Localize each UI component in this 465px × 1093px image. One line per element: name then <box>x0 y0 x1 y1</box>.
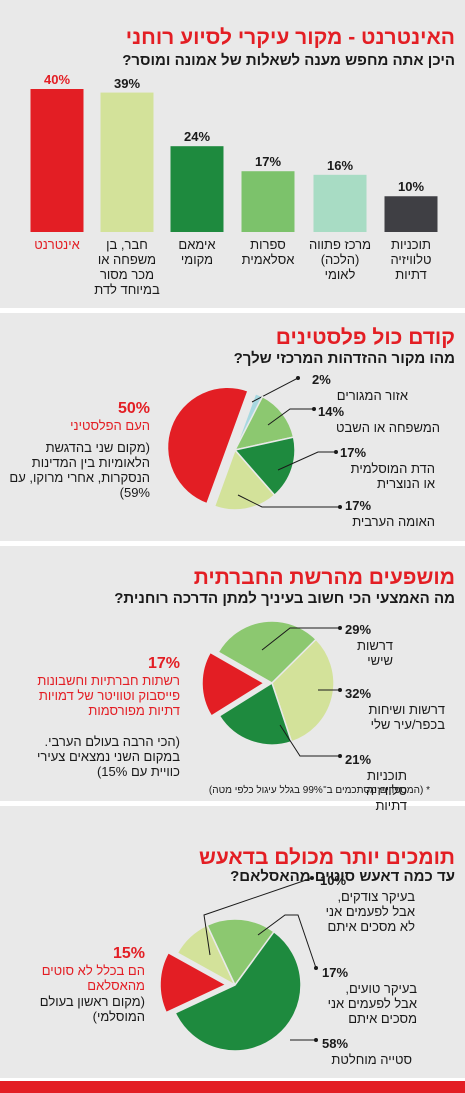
bar <box>30 89 84 232</box>
chart-title: תומכים יותר מכולם בדאעש <box>198 846 455 869</box>
chart-title: האינטרנט - מקור עיקרי לסיוע רוחני <box>125 26 455 49</box>
bar <box>384 196 438 232</box>
leader-line <box>257 914 317 969</box>
pie-slice <box>217 620 318 684</box>
category-label: בעיקר צודקים, אבל לפעמים אני לא מסכים אי… <box>325 889 415 934</box>
category-label: דרשות ושיחות בכפר/עיר שלי <box>368 702 445 732</box>
category-label: ספרות אסלאמית <box>241 237 295 267</box>
value-label: 24% <box>183 129 211 145</box>
category-label: אינטרנט <box>34 237 80 252</box>
leader-line <box>267 408 314 426</box>
value-label: 39% <box>113 75 141 91</box>
leader-dot <box>310 876 314 880</box>
category-label: בעיקר טועים, אבל לפעמים אני מסכים איתם <box>327 981 417 1026</box>
leader-dot <box>338 626 342 630</box>
leader-line <box>279 724 340 757</box>
leader-line <box>251 377 299 403</box>
value-label: 17% <box>322 965 349 980</box>
pie-slice <box>201 651 266 718</box>
chart-subtitle: עד כמה דאעש סוטים מהאסלאם? <box>230 868 455 885</box>
value-label: 10% <box>320 873 347 888</box>
category-label: דרשות שישי <box>357 638 393 668</box>
value-label: 40% <box>43 72 71 87</box>
note: (מקום ראשון בעולם המוסלמי) <box>39 994 145 1024</box>
leader-dot <box>334 450 338 454</box>
value-label: 16% <box>326 157 354 173</box>
chart-title: מושפעים מהרשת החברתית <box>193 566 455 589</box>
value-label: 2% <box>312 372 331 387</box>
leader-line <box>261 627 340 651</box>
bar <box>170 146 224 232</box>
value-label: 17% <box>340 445 367 460</box>
category-label: מרכז פתווה (הלכה) לאומי <box>308 237 372 282</box>
value-label: 17% <box>254 154 282 170</box>
pie-slice <box>159 951 228 1014</box>
pie-slice <box>174 930 302 1052</box>
leader-dot <box>296 376 300 380</box>
category-label: האומה הערבית <box>352 514 435 529</box>
note: (הכי הרבה בעולם הערבי. במקום השני נמצאים… <box>37 734 180 779</box>
value-label: 17% <box>147 655 180 672</box>
leader-dot <box>338 505 342 509</box>
category-label: אזור המגורים <box>336 388 408 403</box>
category-label: אימאם מקומי <box>178 237 216 267</box>
pie-slice <box>233 395 295 452</box>
pie-slice <box>213 448 276 511</box>
category-label: הדת המוסלמית או הנוצרית <box>350 461 435 491</box>
chart-subtitle: היכן אתה מחפש מענה לשאלות של אמונה ומוסר… <box>122 52 455 69</box>
leader-line <box>277 451 336 471</box>
chart-title: קודם כול פלסטינים <box>275 326 455 349</box>
bottom-strip <box>0 1081 465 1093</box>
value-label: 32% <box>345 686 372 701</box>
pie-slice <box>166 386 249 505</box>
category-label: תוכניות טלוויזיה דתיות <box>365 768 407 813</box>
pie-slice <box>233 436 296 497</box>
chart-subtitle: מה האמצעי הכי חשוב בעיניך למתן הדרכה רוח… <box>114 590 455 607</box>
bar <box>241 171 295 232</box>
leader-dot <box>314 1038 318 1042</box>
leader-dot <box>312 407 316 411</box>
bar <box>313 174 367 232</box>
category-label: סטייה מוחלטת <box>331 1052 412 1067</box>
category-label: רשתות חברתיות וחשבונות פייסבוק וטוויטר ש… <box>37 673 180 718</box>
footnote: * (המספרים מסתכמים ב־99% בגלל עיגול כלפי… <box>208 785 430 796</box>
value-label: 29% <box>345 622 372 637</box>
category-label: תוכניות טלוויזיה דתיות <box>390 237 432 282</box>
value-label: 17% <box>345 498 372 513</box>
category-label: המשפחה או השבט <box>335 420 440 435</box>
value-label: 15% <box>112 945 145 962</box>
value-label: 14% <box>318 404 345 419</box>
leader-dot <box>314 966 318 970</box>
leader-line <box>237 494 340 508</box>
value-label: 58% <box>322 1036 349 1051</box>
note: (מקום שני בהדגשת הלאומיות בין המדינות הנ… <box>9 440 150 500</box>
leader-dot <box>338 688 342 692</box>
bar <box>100 92 154 232</box>
chart-subtitle: מהו מקור ההזדהות המרכזי שלך? <box>233 350 455 367</box>
category-label: חבר, בן משפחה או מכר מסור במיוחד לדת <box>94 237 160 297</box>
pie-slice <box>271 638 335 743</box>
pie-slice <box>218 681 293 746</box>
value-label: 21% <box>345 752 372 767</box>
value-label: 10% <box>397 179 425 195</box>
value-label: 50% <box>117 400 150 417</box>
pie-slice <box>206 918 276 987</box>
category-label: הם בכלל לא סוטים מהאסלאם <box>41 963 145 993</box>
leader-dot <box>338 754 342 758</box>
category-label: העם הפלסטיני <box>70 418 150 433</box>
leader-line <box>203 877 313 956</box>
